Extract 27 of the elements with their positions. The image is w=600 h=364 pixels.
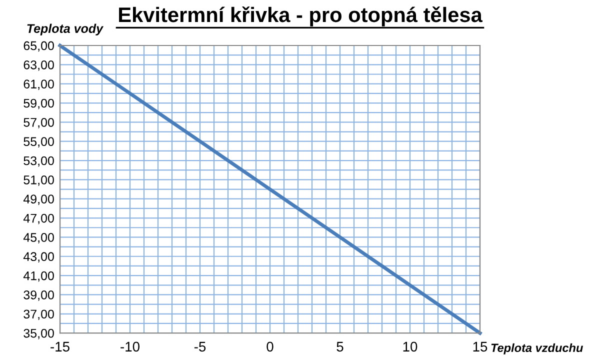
y-tick-label: 35,00	[24, 328, 54, 340]
x-tick-label: 15	[473, 342, 488, 352]
y-tick-label: 43,00	[23, 252, 54, 263]
y-tick-label: 51,00	[24, 175, 54, 186]
y-tick-label: 45,00	[23, 233, 54, 244]
y-tick-label: 57,00	[24, 118, 54, 128]
y-tick-label: 39,00	[24, 290, 54, 301]
x-tick-label: -15	[50, 342, 70, 352]
line-series	[58, 44, 482, 335]
y-tick-label: 65,00	[24, 41, 54, 52]
y-tick-label: 61,00	[24, 80, 54, 90]
x-tick-label: 0	[266, 342, 274, 352]
y-axis-title: Teplota vody	[27, 24, 104, 36]
y-tick-label: 53,00	[24, 156, 54, 167]
y-tick-label: 47,00	[23, 214, 54, 224]
y-tick-label: 59,00	[24, 98, 54, 110]
y-tick-label: 37,00	[24, 310, 54, 320]
y-tick-label: 63,00	[24, 60, 54, 71]
y-tick-label: 55,00	[24, 137, 54, 148]
x-tick-label: 5	[336, 342, 344, 352]
x-tick-label: -5	[194, 342, 206, 352]
y-tick-label: 41,00	[23, 271, 54, 282]
x-tick-label: -10	[120, 342, 140, 352]
chart-title: Ekvitermní křivka - pro otopná tělesa	[119, 6, 482, 26]
x-tick-label: 10	[403, 342, 418, 352]
y-tick-label: 49,00	[23, 194, 54, 205]
x-axis-title: Teplota vzduchu	[491, 343, 583, 354]
